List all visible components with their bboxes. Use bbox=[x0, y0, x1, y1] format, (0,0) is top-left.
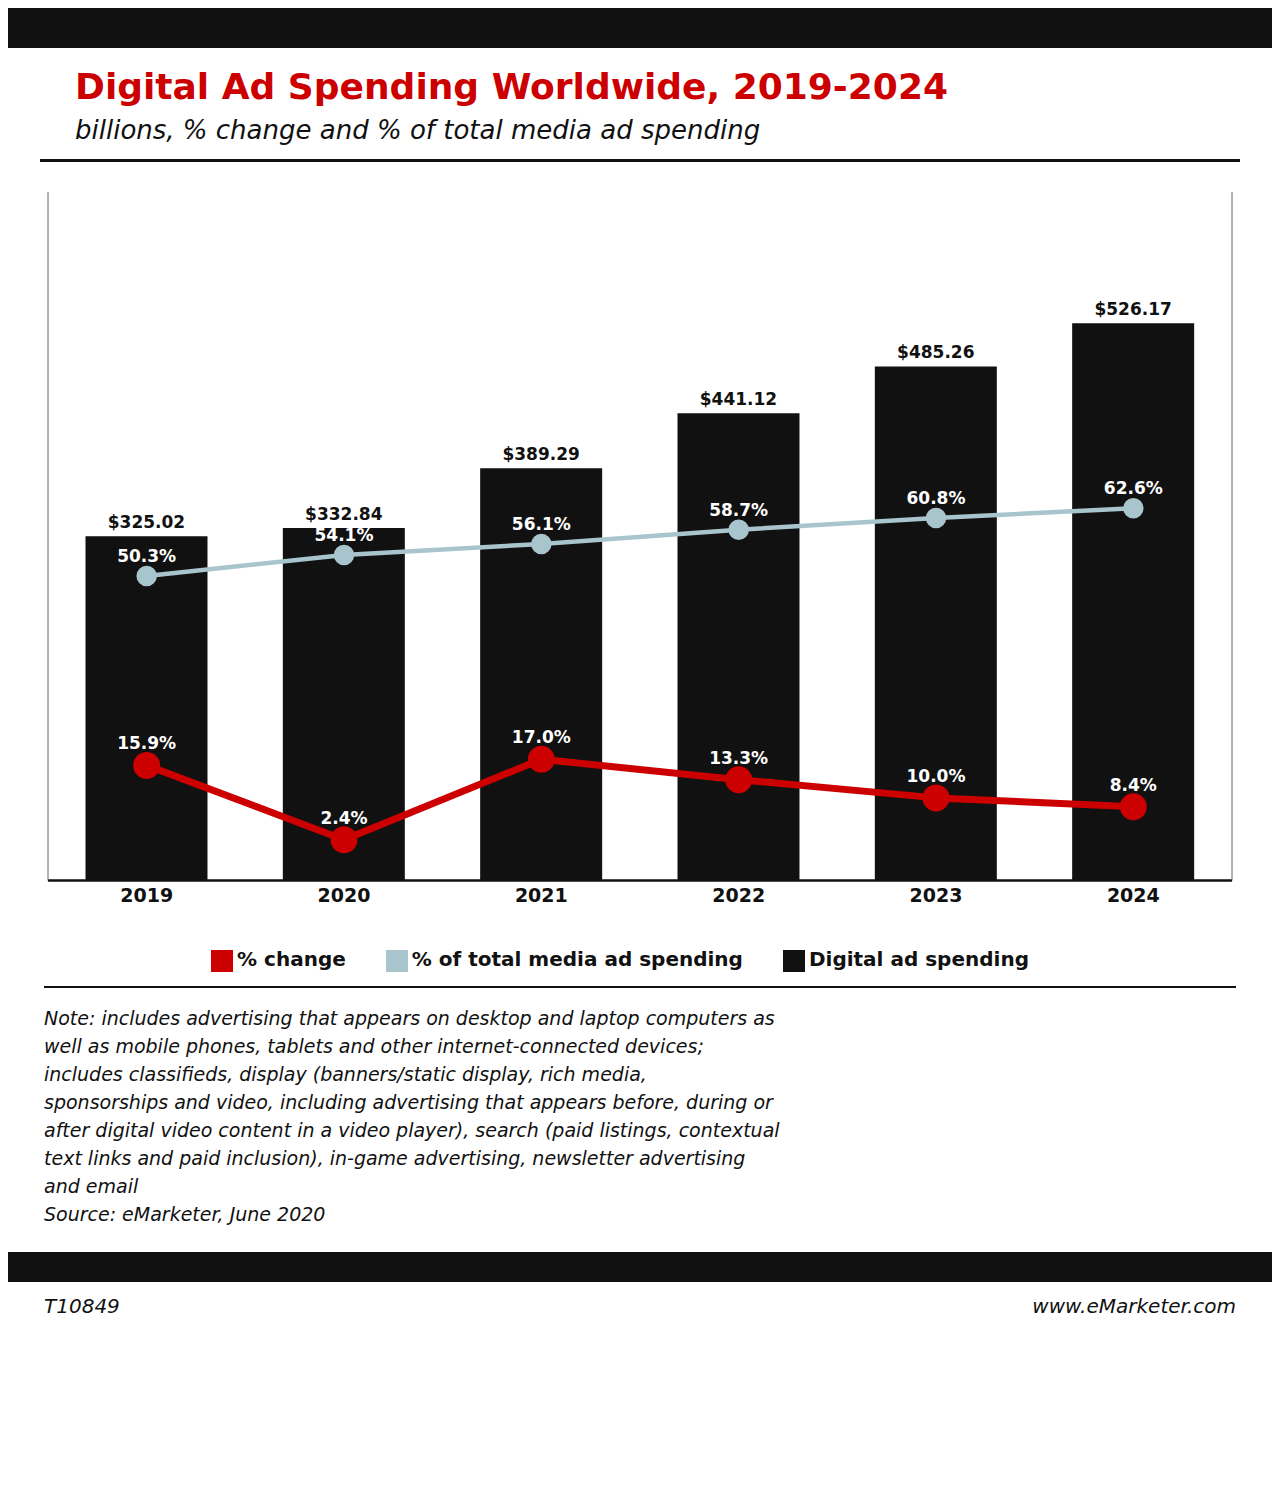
svg-text:2021: 2021 bbox=[515, 884, 568, 906]
svg-text:60.8%: 60.8% bbox=[907, 488, 966, 508]
html-text:and email: and email bbox=[44, 1175, 139, 1197]
svg-text:8.4%: 8.4% bbox=[1110, 775, 1157, 795]
html-text:T10849: T10849 bbox=[44, 1294, 120, 1318]
html-text:well as mobile phones, tablets: well as mobile phones, tablets and other… bbox=[44, 1035, 704, 1057]
svg-text:54.1%: 54.1% bbox=[315, 525, 374, 545]
svg-text:62.6%: 62.6% bbox=[1104, 478, 1163, 498]
svg-text:2020: 2020 bbox=[318, 884, 371, 906]
svg-text:56.1%: 56.1% bbox=[512, 514, 571, 534]
html-text:% of total media ad spending: % of total media ad spending bbox=[411, 946, 743, 971]
html-text:includes classifieds, display: includes classifieds, display (banners/s… bbox=[44, 1063, 647, 1085]
html-text:Note: includes advertising tha: Note: includes advertising that appears … bbox=[44, 1007, 775, 1029]
html-text:% change: % change bbox=[237, 946, 346, 971]
svg-text:2019: 2019 bbox=[120, 884, 173, 906]
html-text:text links and paid inclusion): text links and paid inclusion), in-game … bbox=[44, 1147, 746, 1169]
svg-text:$332.84: $332.84 bbox=[305, 504, 383, 524]
svg-text:2023: 2023 bbox=[910, 884, 963, 906]
html-text:www.eMarketer.com: www.eMarketer.com bbox=[1032, 1294, 1236, 1318]
svg-text:10.0%: 10.0% bbox=[907, 766, 966, 786]
html-text:billions, % change and % of to: billions, % change and % of total media … bbox=[75, 115, 761, 145]
svg-text:2.4%: 2.4% bbox=[320, 808, 367, 828]
svg-text:$389.29: $389.29 bbox=[502, 444, 579, 464]
html-text:after digital video content in: after digital video content in a video p… bbox=[44, 1119, 780, 1141]
svg-text:2024: 2024 bbox=[1107, 884, 1160, 906]
svg-text:2022: 2022 bbox=[712, 884, 765, 906]
svg-text:$526.17: $526.17 bbox=[1094, 299, 1171, 319]
svg-text:15.9%: 15.9% bbox=[117, 733, 176, 753]
svg-text:17.0%: 17.0% bbox=[512, 727, 571, 747]
svg-text:$485.26: $485.26 bbox=[897, 342, 974, 362]
svg-text:$441.12: $441.12 bbox=[700, 389, 777, 409]
html-text:Source: eMarketer, June 2020: Source: eMarketer, June 2020 bbox=[44, 1203, 326, 1225]
svg-text:50.3%: 50.3% bbox=[117, 546, 176, 566]
svg-text:$325.02: $325.02 bbox=[108, 512, 185, 532]
html-text:Digital Ad Spending Worldwide,: Digital Ad Spending Worldwide, 2019-2024 bbox=[75, 66, 948, 107]
html-text:sponsorships and video, includ: sponsorships and video, including advert… bbox=[44, 1091, 773, 1113]
svg-text:13.3%: 13.3% bbox=[709, 748, 768, 768]
svg-text:58.7%: 58.7% bbox=[709, 500, 768, 520]
html-text:Digital ad spending: Digital ad spending bbox=[808, 946, 1029, 971]
